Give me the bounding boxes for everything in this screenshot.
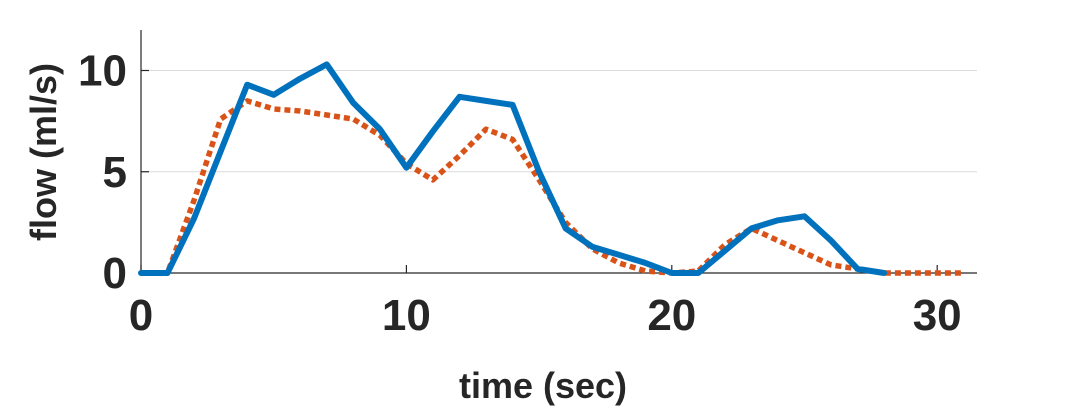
series-line-1 bbox=[138, 61, 888, 276]
y-axis-title: flow (ml/s) bbox=[23, 63, 64, 241]
x-tick-label: 0 bbox=[129, 291, 153, 340]
y-tick-labels: 0 5 10 bbox=[78, 47, 127, 299]
axes bbox=[140, 30, 977, 274]
y-tick-label: 0 bbox=[103, 249, 127, 298]
x-tick-label: 20 bbox=[647, 291, 696, 340]
x-tick-labels: 0 10 20 30 bbox=[129, 291, 962, 340]
y-tick-label: 5 bbox=[103, 148, 127, 197]
grid-lines bbox=[141, 70, 977, 173]
x-axis-title: time (sec) bbox=[459, 365, 627, 406]
x-tick-label: 30 bbox=[913, 291, 962, 340]
series-lines bbox=[138, 61, 964, 276]
x-tick-label: 10 bbox=[382, 291, 431, 340]
y-tick-label: 10 bbox=[78, 47, 127, 96]
